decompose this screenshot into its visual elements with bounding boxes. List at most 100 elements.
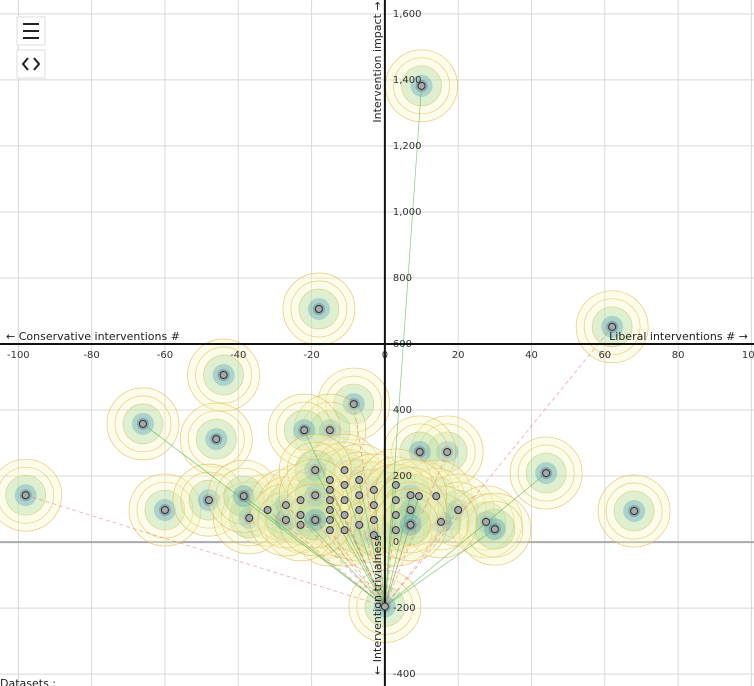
- point: [160, 506, 169, 515]
- density-contour: [605, 482, 663, 540]
- density-contour: [239, 481, 296, 539]
- menu-box: [16, 16, 46, 46]
- point: [349, 400, 358, 409]
- link: [142, 423, 386, 607]
- link: [314, 469, 386, 607]
- point: [212, 435, 221, 444]
- point: [204, 496, 213, 505]
- y-tick-label: -400: [393, 669, 416, 680]
- y-tick-label: 400: [393, 405, 412, 416]
- y-tick-label: 800: [393, 273, 412, 284]
- point: [369, 515, 378, 524]
- link: [384, 509, 459, 607]
- y-tick-label: 1,000: [393, 207, 422, 218]
- x-tick-label: -60: [157, 350, 173, 361]
- point: [369, 485, 378, 494]
- point: [391, 510, 400, 519]
- point: [414, 492, 423, 501]
- point: [340, 510, 349, 519]
- x-tick-label: -100: [7, 350, 30, 361]
- density-contour: [114, 395, 172, 453]
- density-contour: [257, 476, 315, 534]
- x-tick-label: -40: [230, 350, 246, 361]
- link: [353, 404, 386, 607]
- point: [325, 476, 334, 485]
- link: [358, 509, 386, 607]
- point: [325, 515, 334, 524]
- link: [243, 495, 386, 607]
- y-tick-label: 0: [393, 537, 399, 548]
- link: [300, 514, 386, 607]
- x-tick-label: 80: [672, 350, 685, 361]
- footer: Datasets :: [0, 677, 56, 686]
- link: [384, 528, 496, 607]
- x-tick-label: 60: [598, 350, 611, 361]
- point: [245, 513, 254, 522]
- point: [415, 447, 424, 456]
- point: [417, 81, 426, 90]
- link: [344, 514, 386, 607]
- point: [311, 466, 320, 475]
- y-tick-label: 200: [393, 471, 412, 482]
- code-button[interactable]: [16, 49, 46, 79]
- point: [325, 485, 334, 494]
- point: [482, 517, 491, 526]
- point: [314, 304, 323, 313]
- point: [296, 520, 305, 529]
- point: [406, 491, 415, 500]
- x-label-left: ← Conservative interventions #: [6, 330, 180, 343]
- link: [314, 519, 386, 607]
- density-contour: [517, 444, 575, 502]
- point: [311, 491, 320, 500]
- links: [25, 85, 613, 607]
- density-contour: [466, 500, 524, 558]
- x-tick-label: -80: [83, 350, 99, 361]
- point: [391, 480, 400, 489]
- point: [340, 496, 349, 505]
- link: [329, 509, 386, 607]
- point: [281, 515, 290, 524]
- code-box: [16, 49, 46, 79]
- point: [219, 371, 228, 380]
- point: [369, 531, 378, 540]
- point: [281, 501, 290, 510]
- point: [296, 496, 305, 505]
- point: [490, 525, 499, 534]
- point: [340, 526, 349, 535]
- link: [344, 484, 386, 607]
- link: [384, 524, 411, 607]
- point: [542, 469, 551, 478]
- menu-icon: [23, 23, 39, 39]
- point: [325, 426, 334, 435]
- point: [608, 322, 617, 331]
- link: [384, 472, 547, 607]
- point: [239, 492, 248, 501]
- density-contour: [393, 57, 450, 115]
- point: [311, 515, 320, 524]
- density-contour: [382, 481, 439, 539]
- density-contour: [220, 489, 278, 547]
- point: [325, 496, 334, 505]
- point: [340, 480, 349, 489]
- x-tick-label: -20: [303, 350, 319, 361]
- point: [355, 520, 364, 529]
- menu-button[interactable]: [16, 16, 46, 46]
- point: [436, 517, 445, 526]
- point: [406, 506, 415, 515]
- density-contour: [0, 466, 55, 524]
- point: [325, 526, 334, 535]
- y-label-top: Intervention impact →: [371, 1, 384, 122]
- density-contour: [180, 471, 238, 529]
- density-contour: [187, 410, 245, 468]
- y-tick-label: 1,200: [393, 141, 422, 152]
- point: [630, 507, 639, 516]
- points: [21, 81, 639, 611]
- point: [391, 526, 400, 535]
- link: [384, 85, 422, 607]
- point: [355, 491, 364, 500]
- point: [355, 506, 364, 515]
- y-label-bottom: ← Intervention trivialness: [371, 535, 384, 675]
- point: [454, 506, 463, 515]
- point: [443, 447, 452, 456]
